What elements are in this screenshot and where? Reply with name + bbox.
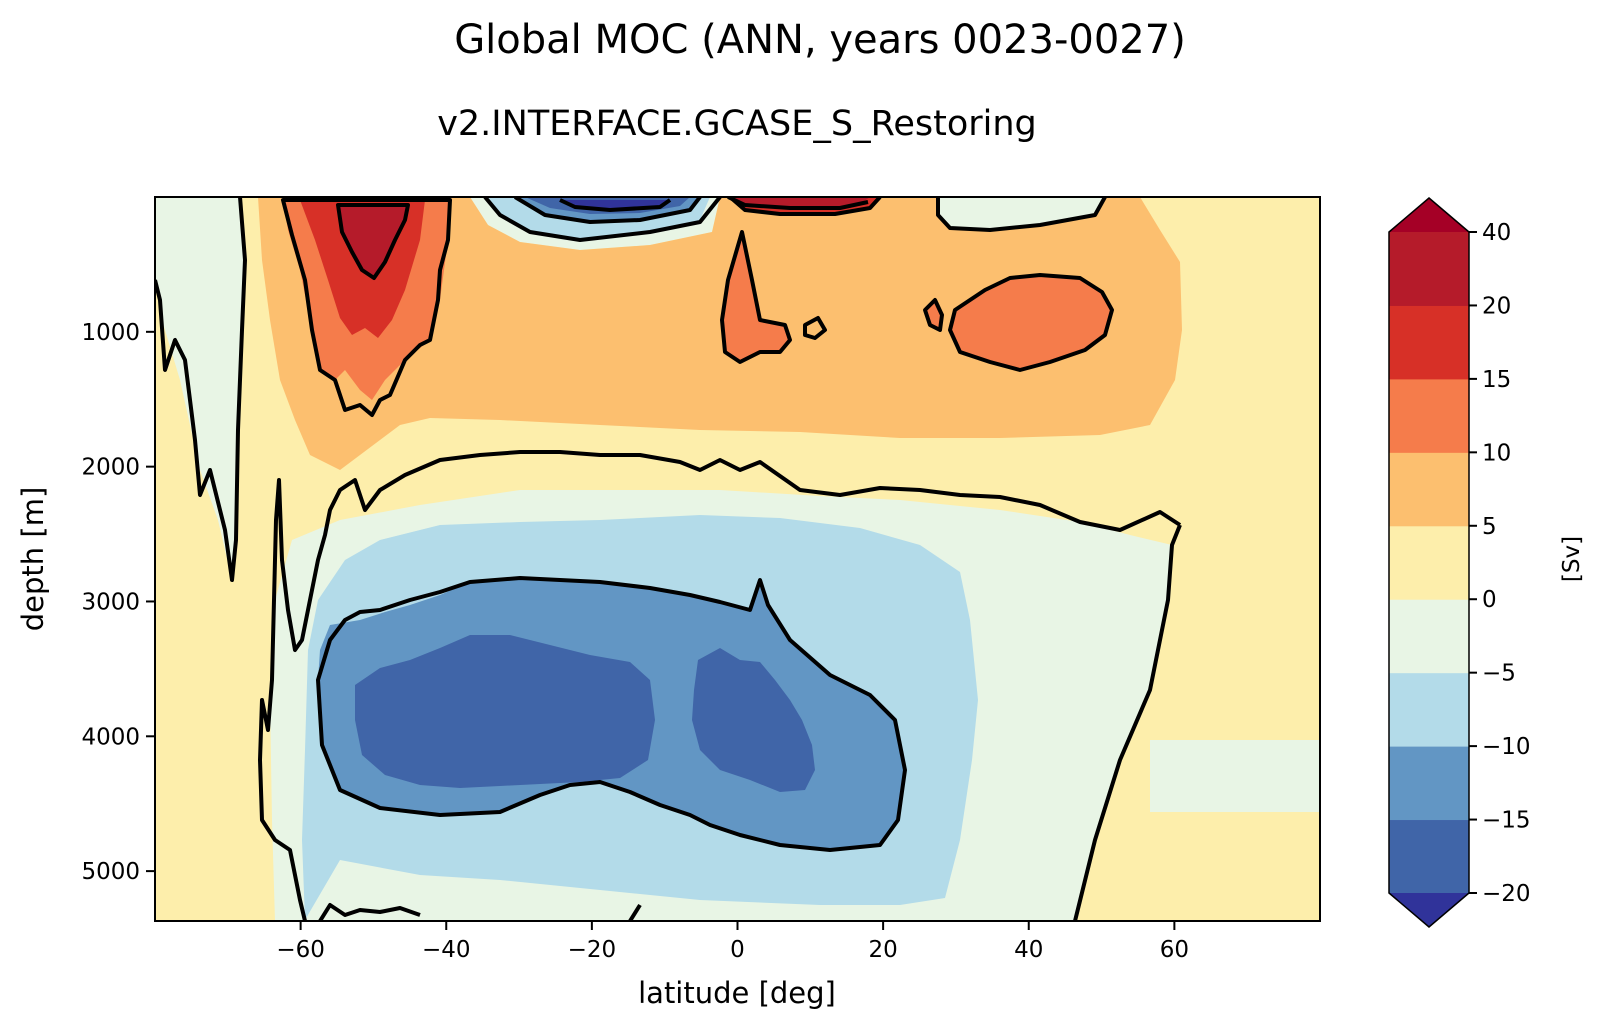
- contour-line: [318, 903, 421, 921]
- contour-lines: [155, 197, 1182, 921]
- colorbar-band: [1389, 378, 1469, 453]
- x-tick-label: 40: [1014, 937, 1043, 963]
- contour-line: [948, 273, 1114, 372]
- colorbar-tick-label: −10: [1482, 734, 1531, 760]
- contour-line: [728, 197, 882, 216]
- colorbar-tick-label: −15: [1482, 808, 1531, 834]
- contour-plot: [155, 197, 1320, 921]
- chart-title: Global MOC (ANN, years 0023-0027): [454, 17, 1186, 63]
- colorbar-tick-label: 40: [1482, 220, 1511, 246]
- contour-line: [483, 197, 722, 242]
- colorbar-tick-label: 0: [1482, 587, 1497, 613]
- colorbar-tick-label: −5: [1482, 661, 1516, 687]
- colorbar-band: [1389, 599, 1469, 674]
- x-tick-label: −20: [568, 937, 617, 963]
- neg-band-arctic: [1150, 740, 1320, 812]
- neg-band-southern-edge: [155, 197, 245, 580]
- colorbar-band: [1389, 672, 1469, 747]
- y-axis-label: depth [m]: [16, 487, 50, 632]
- contour-line: [336, 203, 410, 280]
- contour-line: [936, 197, 1107, 232]
- colorbar-band: [1389, 819, 1469, 894]
- neg-band-surface-north: [938, 197, 1105, 230]
- y-tick-label: 4000: [81, 724, 140, 750]
- neg-band-deep-core-east: [692, 648, 815, 792]
- colorbar-label: [Sv]: [1559, 536, 1585, 582]
- y-tick-label: 5000: [81, 859, 140, 885]
- contour-line: [727, 197, 869, 210]
- colorbar-band: [1389, 305, 1469, 380]
- colorbar-tick-label: 15: [1482, 367, 1511, 393]
- y-axis: 1000 2000 3000 4000 5000: [81, 320, 155, 885]
- contour-line: [559, 198, 672, 212]
- neg-band-deep-core-west: [355, 635, 655, 788]
- contour-line: [1073, 524, 1182, 921]
- colorbar-over-arrow: [1389, 198, 1469, 232]
- contour-line: [258, 450, 1182, 921]
- colorbar-band: [1389, 232, 1469, 306]
- x-axis-label: latitude [deg]: [638, 976, 836, 1010]
- colorbar-tick-label: 10: [1482, 440, 1511, 466]
- x-tick-label: 0: [730, 937, 745, 963]
- x-tick-label: −60: [276, 937, 325, 963]
- x-axis: −60 −40 −20 0 20 40 60: [276, 921, 1189, 963]
- contour-line: [803, 316, 827, 340]
- y-tick-label: 1000: [81, 320, 140, 346]
- contour-line: [513, 197, 702, 224]
- pos-band-intermediate: [258, 197, 1182, 470]
- colorbar-band: [1389, 452, 1469, 527]
- contour-line: [628, 903, 642, 921]
- pos-band-tropical-tongue: [722, 232, 790, 362]
- colorbar: −20 −15 −10 −5 0 5 10 15 20 40: [1388, 197, 1531, 928]
- x-tick-label: −40: [422, 937, 471, 963]
- y-tick-label: 3000: [81, 589, 140, 615]
- colorbar-band: [1389, 746, 1469, 821]
- pos-band-southern-core: [338, 205, 408, 278]
- y-tick-label: 2000: [81, 455, 140, 481]
- colorbar-tick-label: 20: [1482, 293, 1511, 319]
- contour-line: [720, 230, 792, 364]
- x-tick-label: 20: [868, 937, 897, 963]
- colorbar-under-arrow: [1389, 893, 1469, 927]
- contour-line: [155, 197, 247, 582]
- colorbar-tick-label: 5: [1482, 514, 1497, 540]
- x-tick-label: 60: [1160, 937, 1189, 963]
- contour-line: [923, 298, 944, 332]
- colorbar-band: [1389, 525, 1469, 600]
- colorbar-tick-label: −20: [1482, 881, 1531, 907]
- contour-line: [316, 576, 907, 852]
- chart-subtitle: v2.INTERFACE.GCASE_S_Restoring: [437, 104, 1037, 144]
- pos-band-northern-cell: [950, 275, 1112, 370]
- contour-line: [281, 198, 452, 417]
